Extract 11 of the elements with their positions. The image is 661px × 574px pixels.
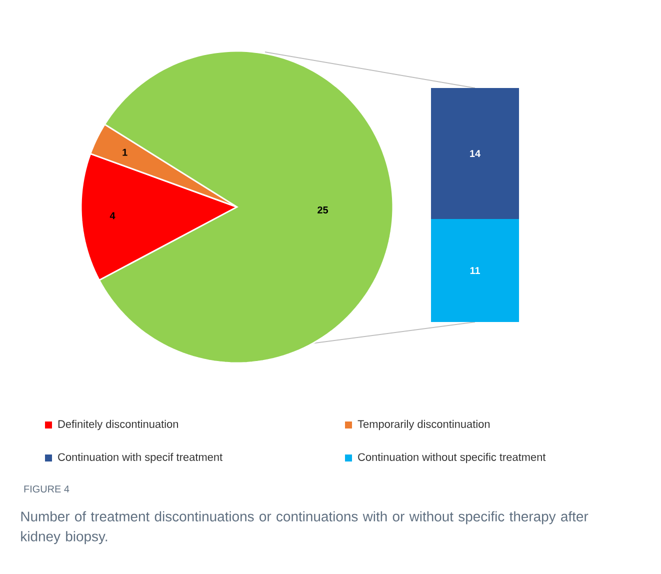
data-label: 11	[470, 267, 480, 274]
data-label: 4	[110, 212, 116, 220]
legend-label: Temporarily discontinuation	[358, 420, 490, 430]
data-label: 14	[470, 150, 480, 157]
text: Number of treatment discontinuations or continuations with or without specific therapy after kidney biopsy.	[21, 511, 588, 544]
data-label: 25	[318, 206, 328, 214]
data-label: 1	[122, 148, 128, 156]
text: FIGURE 4	[24, 485, 70, 493]
legend-label: Continuation with specif treatment	[58, 452, 222, 464]
legend-label: Continuation without specific treatment	[358, 452, 546, 464]
legend-label: Definitely discontinuation	[58, 420, 178, 430]
